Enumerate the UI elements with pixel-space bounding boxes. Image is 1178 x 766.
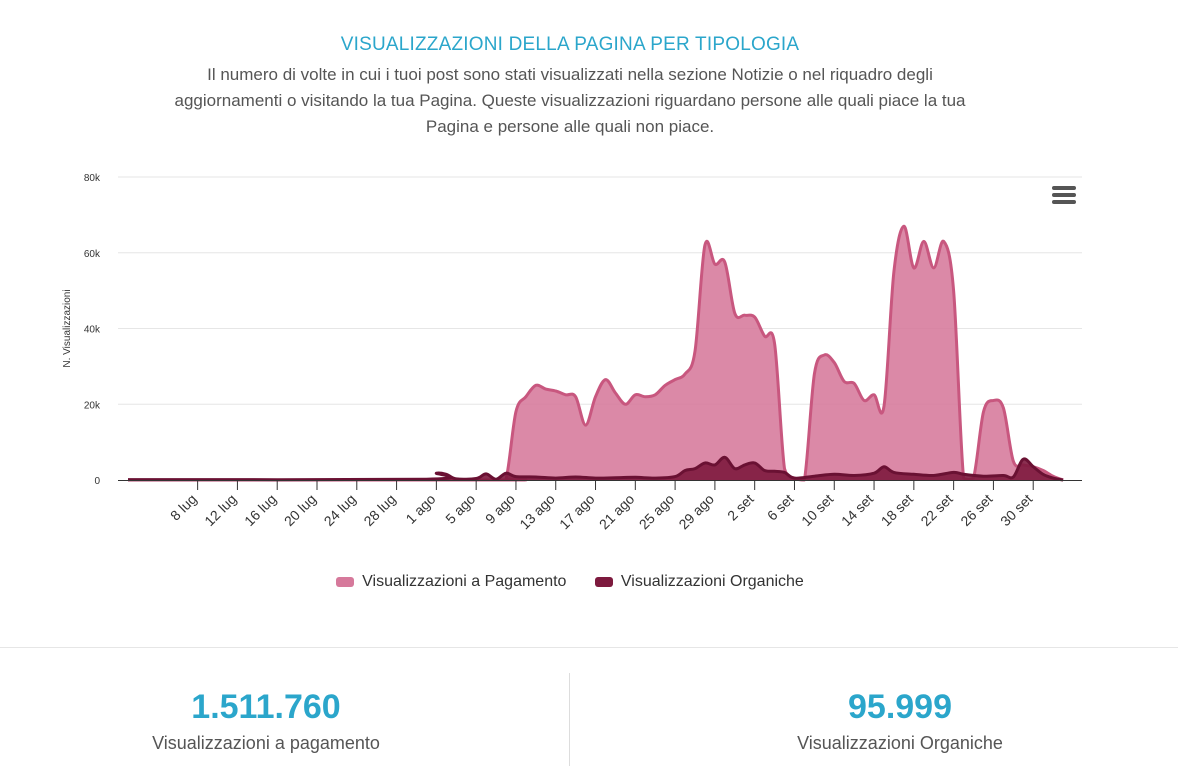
x-tick-label: 2 set: [724, 491, 757, 524]
x-tick-label: 25 ago: [636, 491, 678, 533]
chart-title: VISUALIZZAZIONI DELLA PAGINA PER TIPOLOG…: [340, 34, 800, 55]
x-tick-label: 30 set: [997, 491, 1035, 529]
legend-item-paid[interactable]: Visualizzazioni a Pagamento: [336, 573, 566, 591]
x-tick-label: 29 ago: [675, 491, 717, 533]
legend-swatch-paid: [336, 577, 355, 587]
x-tick-label: 14 set: [838, 491, 876, 529]
x-tick-label: 16 lug: [241, 491, 279, 529]
x-tick-label: 22 set: [917, 491, 955, 529]
x-tick-label: 8 lug: [167, 491, 200, 524]
x-tick-label: 5 ago: [442, 491, 478, 527]
y-tick-label: 40k: [84, 325, 101, 336]
stat-paid-label: Visualizzazioni a pagamento: [152, 733, 380, 753]
x-tick-label: 21 ago: [596, 491, 638, 533]
hamburger-menu-icon[interactable]: [1052, 186, 1076, 208]
stat-organic-label: Visualizzazioni Organiche: [797, 733, 1003, 753]
y-axis-title: N. Visualizzazioni: [62, 289, 73, 367]
stat-paid: 1.511.760 Visualizzazioni a pagamento: [88, 688, 444, 754]
legend-swatch-organic: [594, 577, 613, 587]
x-tick-label: 28 lug: [360, 491, 398, 529]
y-tick-label: 80k: [84, 173, 101, 184]
chart-subtitle: Il numero di volte in cui i tuoi post so…: [174, 65, 966, 136]
chart-legend: Visualizzazioni a Pagamento Visualizzazi…: [0, 573, 1140, 592]
series-line-0: [127, 224, 1064, 482]
stats-divider: [569, 673, 570, 766]
area-chart: 0 20k 40k 60k 80k N. Visualizzazioni 8 lug 12 l…: [62, 173, 1082, 533]
stat-organic-value: 95.999: [848, 688, 952, 726]
x-tick-label: 1 ago: [402, 491, 438, 527]
x-tick-label: 6 set: [764, 491, 797, 524]
x-tick-label: 10 set: [798, 491, 836, 529]
section-divider: [0, 647, 1178, 648]
x-tick-label: 18 set: [878, 491, 916, 529]
y-tick-label: 0: [94, 476, 100, 487]
stat-organic: 95.999 Visualizzazioni Organiche: [722, 688, 1078, 754]
legend-label-organic: Visualizzazioni Organiche: [620, 573, 804, 590]
x-tick-label: 24 lug: [321, 491, 359, 529]
series-line-1: [127, 455, 1064, 482]
y-tick-label: 20k: [84, 400, 101, 411]
x-tick-label: 26 set: [957, 491, 995, 529]
legend-item-organic[interactable]: Visualizzazioni Organiche: [594, 573, 804, 591]
x-tick-label: 17 ago: [556, 491, 598, 533]
series-area-0: [128, 226, 1064, 480]
x-tick-label: 12 lug: [201, 491, 239, 529]
y-tick-label: 60k: [84, 249, 101, 260]
x-tick-label: 13 ago: [516, 491, 558, 533]
stat-paid-value: 1.511.760: [191, 688, 341, 726]
legend-label-paid: Visualizzazioni a Pagamento: [362, 573, 567, 590]
series-area-1: [128, 457, 1064, 480]
x-tick-label: 20 lug: [281, 491, 319, 529]
x-tick-label: 9 ago: [482, 491, 518, 527]
